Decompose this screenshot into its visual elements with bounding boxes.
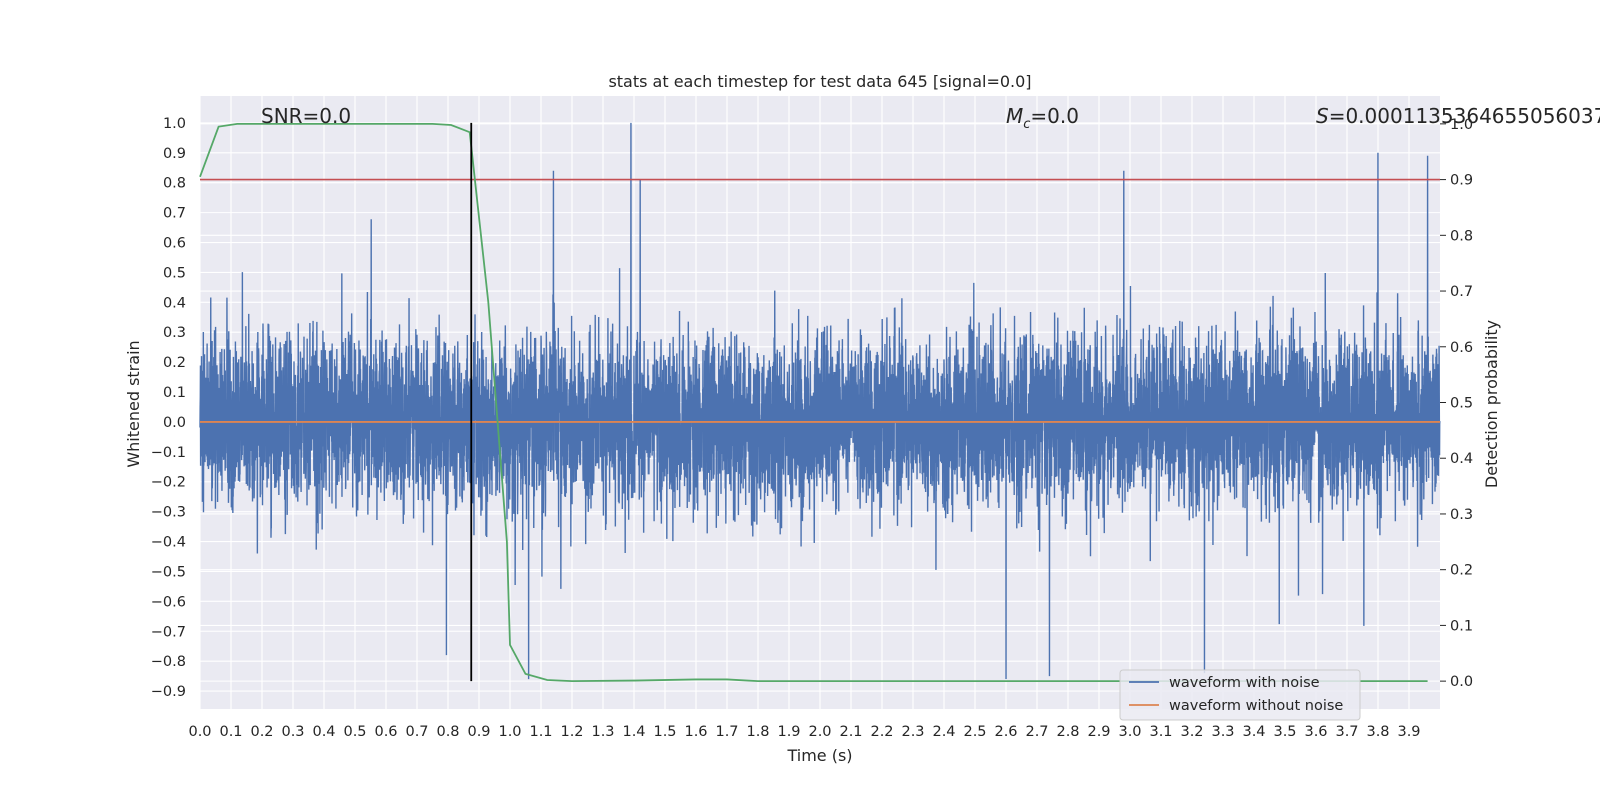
x-tick-label: 3.7 (1335, 724, 1358, 740)
y-tick-label: −0.3 (151, 505, 186, 521)
x-tick-label: 1.7 (715, 724, 738, 740)
y2-tick-label: 0.3 (1450, 507, 1473, 523)
y2-tick-label: 0.7 (1450, 284, 1473, 300)
x-tick-label: 0.7 (405, 724, 428, 740)
y2-tick-label: 1.0 (1450, 117, 1473, 133)
y-tick-labels: 1.0 0.9 0.8 0.7 0.6 0.5 0.4 0.3 0.2 0.1 0.0 −0.1 −0.… (151, 116, 186, 700)
x-tick-label: 2.6 (994, 724, 1017, 740)
x-tick-label: 2.4 (932, 724, 955, 740)
y-tick-label: −0.5 (151, 564, 186, 580)
x-tick-label: 1.9 (777, 724, 800, 740)
legend-label-noise: waveform with noise (1169, 675, 1320, 691)
x-tick-label: 0.4 (312, 724, 335, 740)
y-tick-label: 0.3 (163, 325, 186, 341)
x-tick-label: 3.0 (1118, 724, 1141, 740)
x-tick-label: 3.1 (1149, 724, 1172, 740)
y2-tick-label: 0.0 (1450, 674, 1473, 690)
x-tick-label: 0.1 (219, 724, 242, 740)
x-tick-label: 3.9 (1397, 724, 1420, 740)
x-tick-label: 0.8 (436, 724, 459, 740)
y-tick-label: 0.5 (163, 265, 186, 281)
x-tick-label: 0.2 (250, 724, 273, 740)
y-tick-label: 0.2 (163, 355, 186, 371)
x-tick-label: 3.2 (1180, 724, 1203, 740)
x-tick-label: 3.4 (1242, 724, 1265, 740)
x-tick-label: 2.5 (963, 724, 986, 740)
series-lines (199, 122, 1440, 683)
y2-tick-label: 0.5 (1450, 396, 1473, 412)
snr-annotation: SNR=0.0 (261, 104, 351, 128)
x-tick-label: 1.2 (560, 724, 583, 740)
x-tick-label: 1.8 (746, 724, 769, 740)
y2-tick-label: 0.4 (1450, 451, 1473, 467)
y2-tick-label: 0.9 (1450, 173, 1473, 189)
y-tick-label: 0.8 (163, 176, 186, 192)
x-tick-label: 2.3 (901, 724, 924, 740)
chirp-mass-annotation: Mc=0.0 (1006, 104, 1079, 132)
x-tick-label: 0.5 (343, 724, 366, 740)
waveform-with-noise-line (199, 122, 1441, 680)
chart-title: stats at each timestep for test data 645… (608, 72, 1031, 91)
x-tick-label: 2.0 (808, 724, 831, 740)
x-tick-label: 2.1 (839, 724, 862, 740)
y-tick-label: 0.6 (163, 236, 186, 252)
y2-axis-label: Detection probability (1482, 320, 1501, 488)
y-tick-label: −0.8 (151, 654, 186, 670)
legend: waveform with noise waveform without noi… (1119, 669, 1361, 721)
detection-probability-line (199, 122, 1428, 683)
y2-tick-label: 0.8 (1450, 228, 1473, 244)
x-tick-label: 0.0 (188, 724, 211, 740)
y2-tick-label: 0.6 (1450, 340, 1473, 356)
y-tick-label: 0.0 (163, 415, 186, 431)
y-tick-label: 0.9 (163, 146, 186, 162)
x-tick-label: 0.9 (467, 724, 490, 740)
y-tick-label: 0.4 (163, 295, 186, 311)
y2-tick-labels: 1.0 0.9 0.8 0.7 0.6 0.5 0.4 0.3 0.2 0.1 0.0 (1440, 117, 1473, 690)
x-axis-label: Time (s) (786, 746, 852, 765)
y-tick-label: −0.1 (151, 445, 186, 461)
x-tick-label: 1.6 (684, 724, 707, 740)
x-tick-label: 2.7 (1025, 724, 1048, 740)
y2-tick-label: 0.2 (1450, 563, 1473, 579)
x-tick-label: 1.3 (591, 724, 614, 740)
series-waveform-with-noise (199, 122, 1441, 680)
x-tick-label: 3.5 (1273, 724, 1296, 740)
y-tick-label: −0.7 (151, 624, 186, 640)
x-tick-labels: 0.0 0.1 0.2 0.3 0.4 0.5 0.6 0.7 0.8 0.9 1.0 1.1 1.2 1… (188, 724, 1420, 740)
x-tick-label: 3.3 (1211, 724, 1234, 740)
x-tick-label: 1.0 (498, 724, 521, 740)
x-tick-label: 0.6 (374, 724, 397, 740)
x-tick-label: 1.1 (529, 724, 552, 740)
x-tick-label: 1.5 (653, 724, 676, 740)
y-tick-label: 1.0 (163, 116, 186, 132)
y2-tick-label: 0.1 (1450, 618, 1473, 634)
y-tick-label: −0.9 (151, 684, 186, 700)
y-tick-label: 0.1 (163, 385, 186, 401)
x-tick-label: 3.6 (1304, 724, 1327, 740)
x-tick-label: 2.8 (1056, 724, 1079, 740)
x-tick-label: 2.9 (1087, 724, 1110, 740)
s-annotation: S=0.00011353646550560379 (1316, 104, 1600, 128)
y-tick-label: 0.7 (163, 206, 186, 222)
y-tick-label: −0.6 (151, 594, 186, 610)
y-tick-label: −0.4 (151, 535, 186, 551)
x-tick-label: 3.8 (1366, 724, 1389, 740)
legend-box (1119, 669, 1361, 721)
x-tick-label: 2.2 (870, 724, 893, 740)
y-tick-label: −0.2 (151, 475, 186, 491)
x-tick-label: 0.3 (281, 724, 304, 740)
y-axis-label: Whitened strain (124, 340, 143, 467)
legend-label-clean: waveform without noise (1169, 698, 1343, 714)
x-tick-label: 1.4 (622, 724, 645, 740)
